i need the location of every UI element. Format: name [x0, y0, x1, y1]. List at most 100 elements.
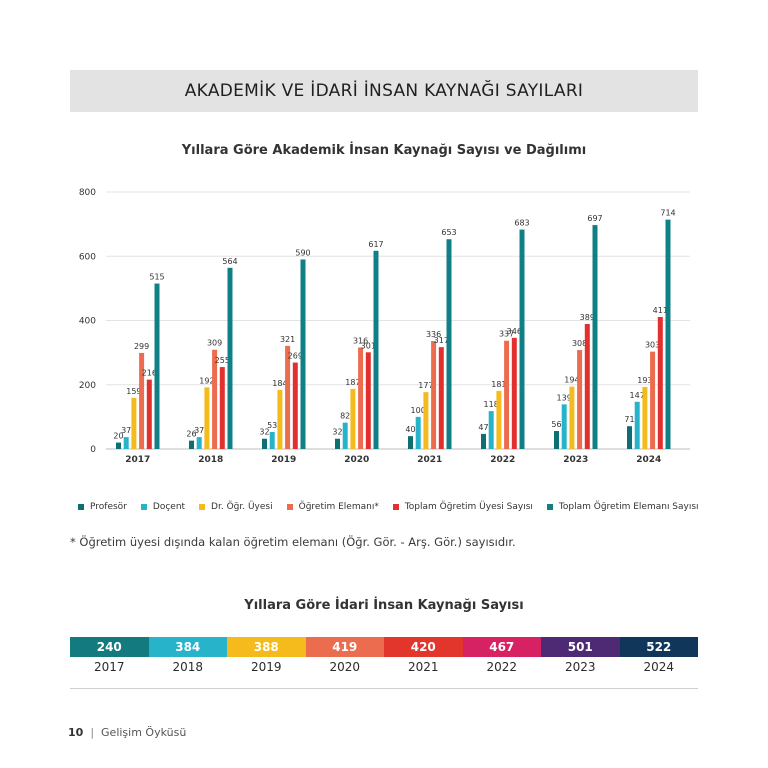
page-footer: 10 | Gelişim Öyküsü [68, 726, 186, 739]
bar [131, 397, 137, 449]
admin-value-cell: 419 [305, 637, 384, 657]
data-label: 269 [288, 352, 303, 361]
admin-value-cell: 501 [541, 637, 620, 657]
data-label: 177 [418, 381, 433, 390]
data-label: 147 [630, 391, 645, 400]
bar [350, 388, 356, 449]
bar [634, 401, 640, 449]
data-label: 193 [637, 376, 652, 385]
data-label: 617 [368, 240, 383, 249]
data-label: 187 [345, 378, 360, 387]
data-label: 71 [624, 415, 634, 424]
footer-section-title: Gelişim Öyküsü [101, 726, 187, 739]
bar [496, 390, 502, 449]
bar [189, 440, 194, 449]
data-label: 653 [441, 228, 456, 237]
bar [554, 431, 559, 449]
data-label: 37 [121, 426, 131, 435]
data-label: 192 [199, 376, 214, 385]
data-label: 53 [267, 421, 277, 430]
data-label: 26 [186, 430, 196, 439]
bar [139, 352, 145, 449]
data-label: 321 [280, 335, 295, 344]
data-label: 389 [580, 313, 595, 322]
admin-value-cell: 522 [619, 637, 698, 657]
data-label: 255 [215, 356, 230, 365]
data-label: 336 [426, 330, 441, 339]
header-band: AKADEMİK VE İDARİ İNSAN KAYNAĞI SAYILARI [70, 70, 698, 112]
data-label: 32 [332, 428, 342, 437]
bar [488, 411, 494, 449]
x-tick-label: 2021 [417, 455, 442, 465]
y-tick-label: 200 [79, 381, 96, 391]
legend-item: Doçent [140, 502, 186, 512]
legend-label: Toplam Öğretim Üyesi Sayısı [404, 502, 533, 512]
data-label: 118 [484, 400, 499, 409]
chart-legend: Profesör Doçent Dr. Öğr. Üyesi Öğretim Elem… [78, 500, 708, 514]
admin-year-label: 2022 [486, 660, 518, 674]
page-number: 10 [68, 726, 84, 739]
admin-year-label: 2018 [172, 660, 204, 674]
footer-separator: | [90, 726, 95, 739]
bar [146, 379, 152, 449]
admin-year-label: 2017 [93, 660, 125, 674]
legend-item: Dr. Öğr. Üyesi [199, 502, 273, 512]
footnote: * Öğretim üyesi dışında kalan öğretim el… [70, 535, 516, 549]
data-label: 411 [653, 306, 668, 315]
bar [438, 347, 444, 449]
bar [627, 426, 632, 449]
bar [277, 389, 283, 449]
bar [650, 351, 656, 449]
data-label: 309 [207, 339, 222, 348]
admin-year-label: 2024 [643, 660, 675, 674]
data-label: 683 [514, 219, 529, 228]
bar [204, 387, 210, 449]
admin-value-cell: 388 [227, 637, 306, 657]
data-label: 564 [222, 257, 237, 266]
divider [70, 688, 698, 689]
legend-swatch [140, 504, 147, 510]
y-tick-label: 800 [79, 188, 96, 198]
bar [196, 437, 202, 449]
bar [373, 250, 379, 449]
bar [569, 386, 575, 449]
bar [584, 324, 590, 449]
data-label: 301 [361, 341, 376, 350]
data-label: 139 [557, 393, 572, 402]
x-tick-label: 2023 [563, 455, 588, 465]
data-label: 216 [142, 369, 157, 378]
bar [342, 422, 348, 449]
legend-item: Toplam Öğretim Elemanı Sayısı [546, 502, 699, 512]
data-label: 181 [491, 380, 506, 389]
admin-value-strip: 240 384 388 419 420 467 501 522 [70, 637, 698, 657]
legend-swatch [392, 504, 399, 510]
x-tick-label: 2019 [271, 455, 296, 465]
legend-swatch [199, 504, 206, 510]
data-label: 20 [113, 432, 123, 441]
admin-year-label: 2023 [564, 660, 596, 674]
y-tick-label: 400 [79, 317, 96, 327]
bar [446, 239, 452, 449]
bar [423, 392, 429, 449]
data-label: 303 [645, 341, 660, 350]
data-label: 317 [434, 336, 449, 345]
bar [219, 367, 225, 449]
legend-label: Doçent [152, 502, 186, 512]
bar [642, 386, 648, 449]
bar [365, 352, 371, 449]
data-label: 299 [134, 342, 149, 351]
data-label: 194 [564, 376, 579, 385]
data-label: 184 [272, 379, 287, 388]
bar [262, 438, 267, 449]
bar [415, 416, 421, 449]
bar [227, 267, 233, 449]
bar [592, 225, 598, 449]
bar [285, 345, 291, 449]
data-label: 316 [353, 336, 368, 345]
admin-value-cell: 467 [462, 637, 541, 657]
bar [665, 219, 671, 449]
data-label: 714 [660, 209, 675, 218]
bar [212, 349, 218, 449]
data-label: 346 [507, 327, 522, 336]
